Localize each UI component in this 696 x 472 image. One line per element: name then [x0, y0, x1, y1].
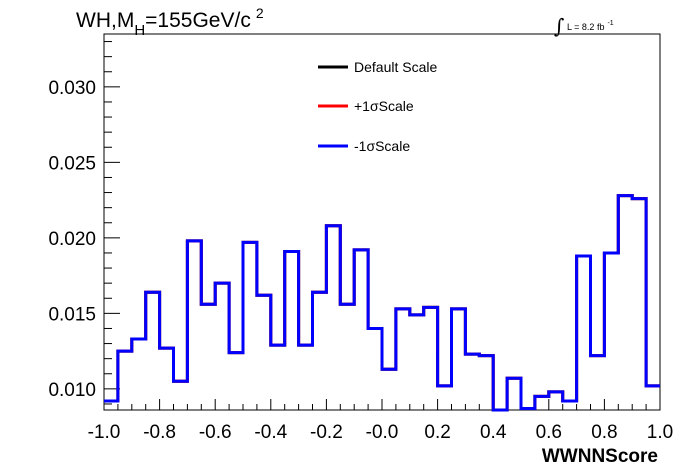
x-axis-label: WWNNScore — [542, 446, 658, 467]
x-tick-label: 1.0 — [647, 422, 673, 443]
series-line-2 — [104, 194, 660, 412]
legend-label: -1σScale — [354, 138, 410, 154]
legend-label: Default Scale — [354, 59, 437, 75]
lumi-text: L = 8.2 fb — [567, 22, 604, 32]
x-tick-label: -0.6 — [199, 422, 232, 443]
x-tick-label: -0.4 — [254, 422, 287, 443]
x-tick-label: 0.6 — [536, 422, 562, 443]
title-subscript: H — [134, 22, 145, 39]
x-tick-label: -0.8 — [143, 422, 176, 443]
x-tick-label: -0.0 — [366, 422, 399, 443]
svg-text:WH,MH=155GeV/c2: WH,MH=155GeV/c 2 — [76, 5, 264, 39]
y-tick-label: 0.025 — [48, 153, 96, 174]
title-superscript: 2 — [256, 5, 264, 21]
y-axis: 0.010 0.015 0.020 0.025 0.030 — [48, 41, 120, 405]
luminosity-label: ∫ L = 8.2 fb -1 — [554, 14, 614, 38]
title-main: WH,M — [76, 9, 134, 32]
y-tick-label: 0.015 — [48, 304, 96, 325]
y-tick-label: 0.010 — [48, 380, 96, 401]
svg-text:L = 8.2 fb-1: L = 8.2 fb -1 — [567, 20, 614, 32]
lumi-superscript: -1 — [607, 20, 613, 27]
y-tick-label: 0.020 — [48, 229, 96, 250]
x-tick-label: 0.4 — [480, 422, 507, 443]
x-tick-label: 0.8 — [591, 422, 617, 443]
x-tick-label: 0.2 — [424, 422, 450, 443]
legend-label: +1σScale — [354, 98, 414, 114]
legend: Default Scale +1σScale -1σScale — [318, 59, 437, 154]
chart-title: WH,MH=155GeV/c 2 — [76, 5, 264, 39]
integral-sign: ∫ — [554, 14, 564, 38]
title-rest: =155GeV/c — [145, 9, 251, 32]
x-axis: -1.0 -0.8 -0.6 -0.4 -0.2 -0.0 0.2 0.4 0.6 0.8 1.0 — [88, 399, 673, 443]
y-tick-label: 0.030 — [48, 78, 96, 99]
series-layer — [104, 194, 660, 412]
x-tick-label: -1.0 — [88, 422, 121, 443]
x-tick-label: -0.2 — [310, 422, 343, 443]
